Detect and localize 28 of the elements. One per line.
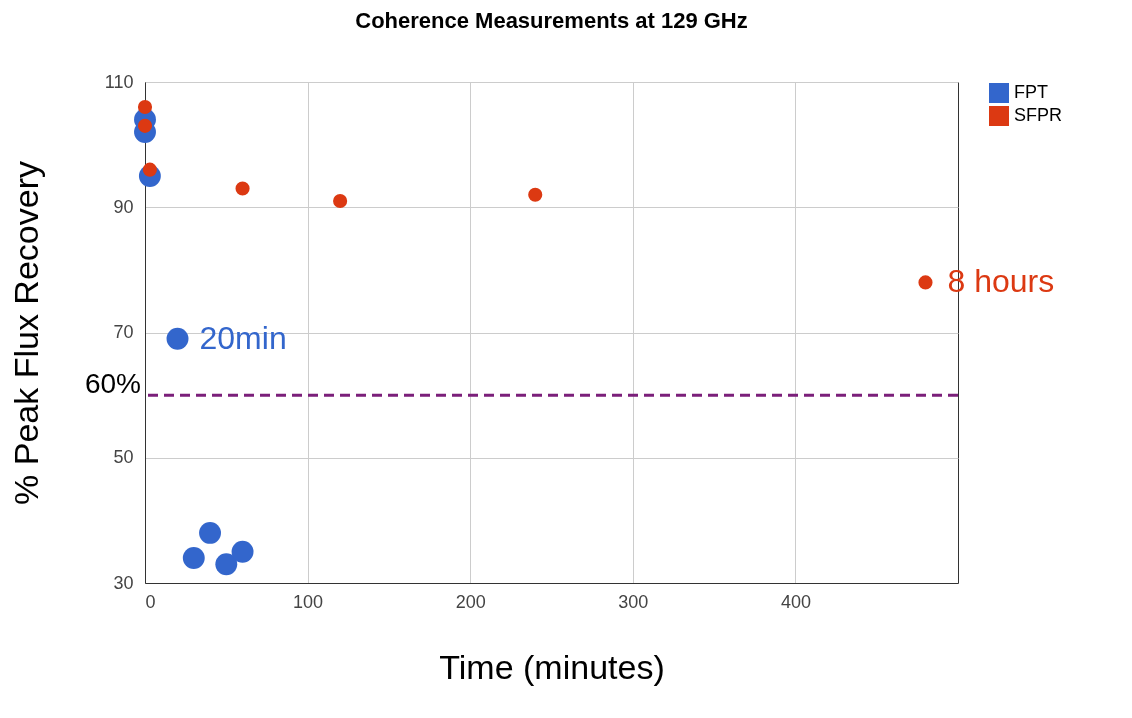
point [166, 327, 189, 350]
chart-title: Coherence Measurements at 129 GHz [355, 8, 748, 33]
point [528, 187, 543, 202]
point [333, 193, 348, 209]
point [215, 553, 238, 576]
annotation: 20min [199, 319, 287, 356]
y-tick-label: 70 [113, 322, 134, 342]
y-axis-title: % Peak Flux Recovery [6, 161, 45, 505]
point [137, 118, 153, 133]
x-tick-label: 200 [455, 591, 486, 612]
point [235, 181, 250, 196]
legend-label: FPT [1014, 82, 1048, 102]
point [231, 540, 254, 563]
x-tick-label: 100 [293, 591, 324, 612]
point [137, 99, 153, 115]
y-tick-label: 110 [104, 71, 134, 92]
y-tick-label: 90 [113, 196, 134, 217]
x-tick-label: 0 [145, 591, 156, 612]
x-tick-label: 300 [618, 591, 649, 612]
y-tick-label: 50 [113, 447, 134, 468]
point [199, 521, 221, 544]
x-tick-label: 400 [780, 591, 811, 612]
point [182, 547, 205, 569]
point [918, 275, 933, 290]
x-axis-title: Time (minutes) [439, 647, 665, 686]
legend-label: SFPR [1014, 105, 1063, 125]
y-tick-label: 30 [113, 572, 134, 593]
ref-line-label: 60% [84, 368, 141, 400]
